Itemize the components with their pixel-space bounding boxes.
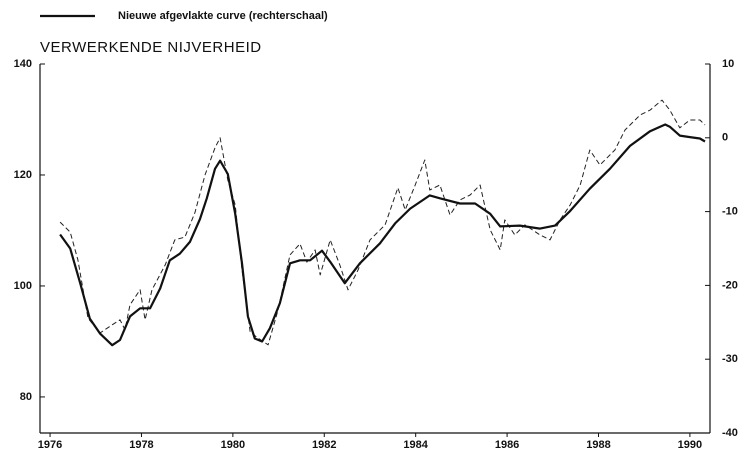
y2-tick-label: -10	[722, 206, 738, 218]
legend-label: Nieuwe afgevlakte curve (rechterschaal)	[118, 10, 328, 22]
x-tick-label: 1980	[221, 439, 245, 451]
y-tick-label: 120	[14, 169, 32, 181]
series-line	[59, 99, 706, 346]
y2-tick-label: 0	[722, 132, 728, 144]
y2-tick-label: -20	[722, 279, 738, 291]
y2-tick-label: -40	[722, 427, 738, 439]
x-tick-label: 1986	[495, 439, 519, 451]
x-tick-label: 1990	[678, 439, 702, 451]
x-tick-label: 1976	[38, 439, 62, 451]
y-tick-label: 100	[14, 280, 32, 292]
series-line	[59, 123, 706, 347]
y2-tick-label: -30	[722, 353, 738, 365]
x-tick-label: 1988	[586, 439, 610, 451]
chart-title: VERWERKENDE NIJVERHEID	[40, 39, 262, 56]
x-tick-label: 1984	[403, 439, 428, 451]
y-tick-label: 140	[14, 58, 32, 70]
x-tick-label: 1982	[312, 439, 336, 451]
y2-tick-label: 10	[722, 58, 734, 70]
x-tick-label: 1978	[129, 439, 153, 451]
y-tick-label: 80	[20, 391, 32, 403]
